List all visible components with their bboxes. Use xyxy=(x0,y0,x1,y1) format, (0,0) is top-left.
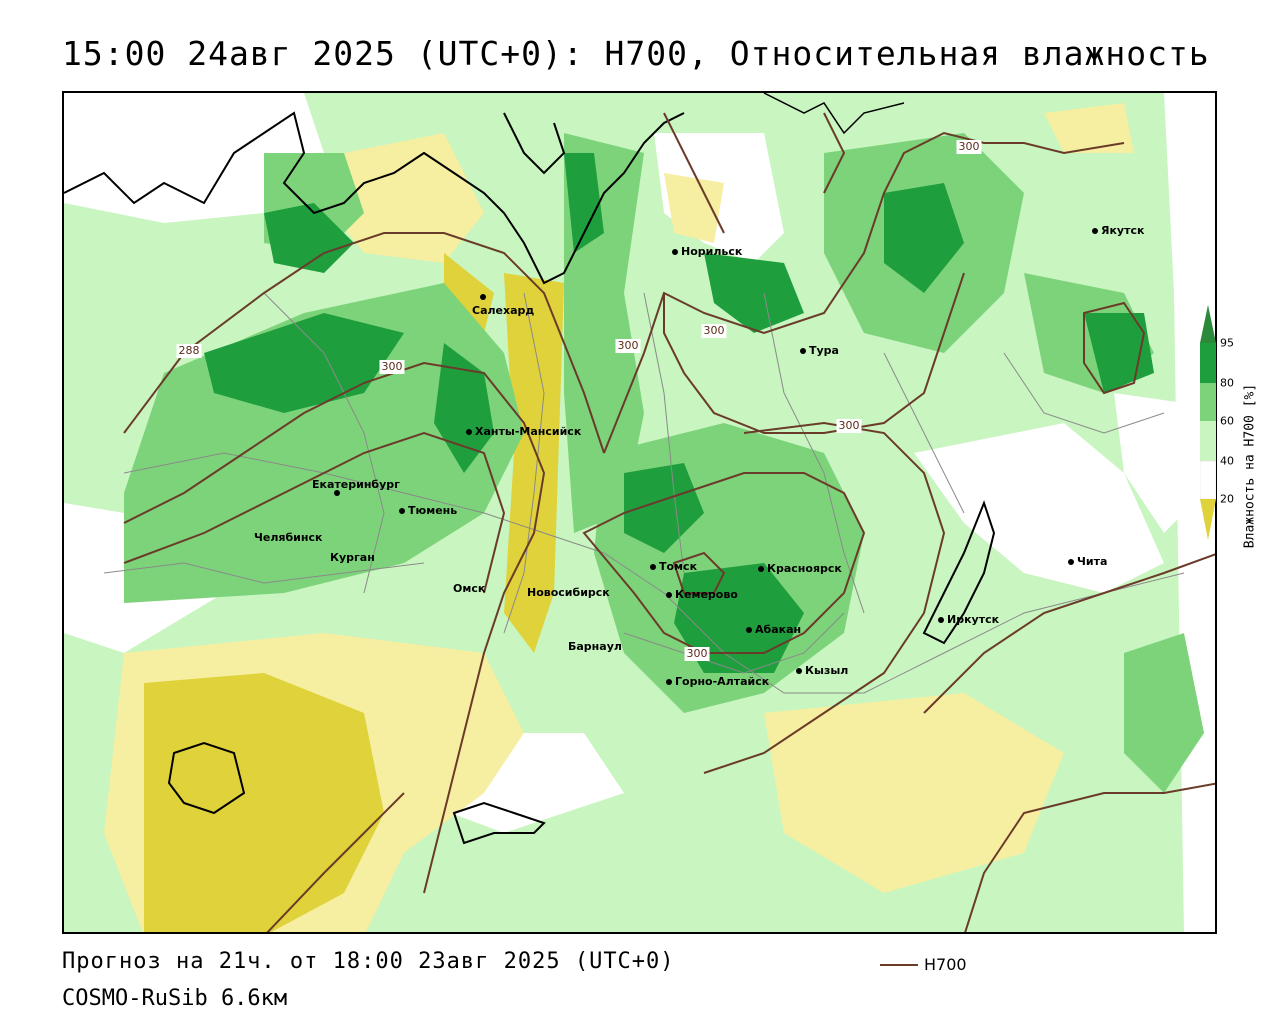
city-label: Ханты-Мансийск xyxy=(466,425,581,438)
city-name: Кемерово xyxy=(675,588,738,601)
city-dot xyxy=(480,294,486,300)
city-name: Чита xyxy=(1077,555,1108,568)
colorbar-tick: 20 xyxy=(1220,492,1234,506)
page-title: 15:00 24авг 2025 (UTC+0): H700, Относите… xyxy=(62,34,1210,73)
city-label: Норильск xyxy=(672,245,742,258)
city-name: Горно-Алтайск xyxy=(675,675,770,688)
city-label: Курган xyxy=(330,551,375,564)
city-label: Иркутск xyxy=(938,613,999,626)
city-dot xyxy=(796,668,802,674)
isoline-label: 300 xyxy=(956,140,982,154)
city-dot xyxy=(466,429,472,435)
colorbar-tick: 95 xyxy=(1220,336,1234,350)
city-name: Томск xyxy=(659,560,698,573)
city-label: Горно-Алтайск xyxy=(666,675,769,688)
colorbar xyxy=(1200,305,1216,540)
forecast-info: Прогноз на 21ч. от 18:00 23авг 2025 (UTC… xyxy=(62,949,675,974)
city-dot xyxy=(399,508,405,514)
city-label: Тюмень xyxy=(399,504,457,517)
city-name: Иркутск xyxy=(947,613,1000,626)
city-name: Якутск xyxy=(1101,224,1145,237)
colorbar-tick: 60 xyxy=(1220,414,1234,428)
city-label: Челябинск xyxy=(254,531,323,544)
city-dot xyxy=(672,249,678,255)
city-label: Тура xyxy=(800,344,839,357)
map-area: 300 300 300 300 300 288 300 Салехард Нор… xyxy=(62,91,1217,934)
city-name: Ханты-Мансийск xyxy=(475,425,582,438)
city-label: Чита xyxy=(1068,555,1107,568)
city-marker xyxy=(480,290,489,303)
city-label: Якутск xyxy=(1092,224,1144,237)
city-dot xyxy=(666,592,672,598)
city-label xyxy=(334,486,343,499)
isoline-legend: H700 xyxy=(880,955,967,974)
city-name: Тура xyxy=(809,344,839,357)
city-label: Екатеринбург xyxy=(312,478,400,491)
city-label: Абакан xyxy=(746,623,801,636)
city-dot xyxy=(334,490,340,496)
city-dot xyxy=(746,627,752,633)
isoline-label: 300 xyxy=(836,419,862,433)
colorbar-title: Влажность на H700 [%] xyxy=(1242,383,1258,549)
humidity-field xyxy=(64,93,1215,932)
colorbar-tick: 40 xyxy=(1220,454,1234,468)
model-name: COSMO-RuSib 6.6км xyxy=(62,986,288,1011)
isoline-label: 300 xyxy=(379,360,405,374)
city-dot xyxy=(1092,228,1098,234)
colorbar-tick: 80 xyxy=(1220,376,1234,390)
city-label: Барнаул xyxy=(568,640,622,653)
city-name: Тюмень xyxy=(408,504,458,517)
city-dot xyxy=(800,348,806,354)
city-name: Красноярск xyxy=(767,562,842,575)
city-name: Норильск xyxy=(681,245,743,258)
city-label: Красноярск xyxy=(758,562,842,575)
city-dot xyxy=(650,564,656,570)
city-name: Абакан xyxy=(755,623,802,636)
legend-line-swatch xyxy=(880,963,918,966)
city-label: Новосибирск xyxy=(527,586,610,599)
isoline-label: 300 xyxy=(615,339,641,353)
isoline-label: 300 xyxy=(684,647,710,661)
city-dot xyxy=(758,566,764,572)
city-dot xyxy=(1068,559,1074,565)
isoline-label: 288 xyxy=(176,344,202,358)
legend-label: H700 xyxy=(924,955,967,974)
city-label: Салехард xyxy=(472,304,535,317)
city-dot xyxy=(666,679,672,685)
city-label: Омск xyxy=(453,582,486,595)
city-label: Кызыл xyxy=(796,664,848,677)
city-label: Кемерово xyxy=(666,588,738,601)
city-name: Кызыл xyxy=(805,664,849,677)
city-dot xyxy=(938,617,944,623)
city-label: Томск xyxy=(650,560,697,573)
isoline-label: 300 xyxy=(701,324,727,338)
